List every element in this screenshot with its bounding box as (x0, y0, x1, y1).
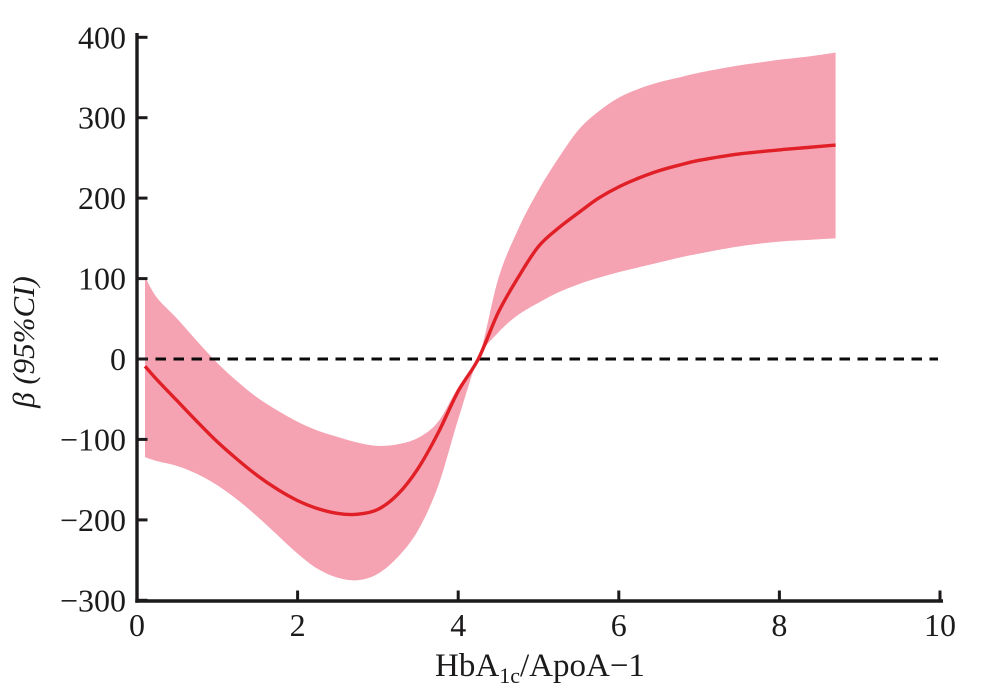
x-tick-label: 2 (290, 607, 306, 643)
y-tick-label: −100 (60, 421, 126, 457)
y-tick-label: 100 (78, 261, 126, 297)
y-tick-label: 300 (78, 100, 126, 136)
y-tick-label: 200 (78, 180, 126, 216)
x-title-subscript: 1c (499, 663, 520, 688)
y-axis-ticks (137, 35, 148, 602)
x-title-suffix: /ApoA−1 (520, 648, 645, 684)
x-axis-title: HbA1c/ApoA−1 (435, 648, 645, 688)
y-tick-label: −200 (60, 502, 126, 538)
y-tick-label: 400 (78, 19, 126, 55)
x-tick-label: 10 (924, 607, 956, 643)
x-tick-label: 6 (611, 607, 627, 643)
x-tick-label: 4 (450, 607, 466, 643)
x-axis-ticks (135, 590, 942, 601)
x-title-prefix: HbA (435, 648, 499, 684)
y-tick-label: −300 (60, 582, 126, 618)
x-tick-label: 8 (771, 607, 787, 643)
y-tick-label: 0 (110, 341, 126, 377)
y-axis-tick-labels: 400 300 200 100 0 −100 −200 −300 (60, 19, 126, 618)
x-axis-tick-labels: 0 2 4 6 8 10 (129, 607, 956, 643)
y-axis-title: β (95%CI) (6, 276, 41, 409)
beta-spline-curve (143, 143, 836, 517)
confidence-band (145, 52, 836, 581)
x-tick-label: 0 (129, 607, 145, 643)
